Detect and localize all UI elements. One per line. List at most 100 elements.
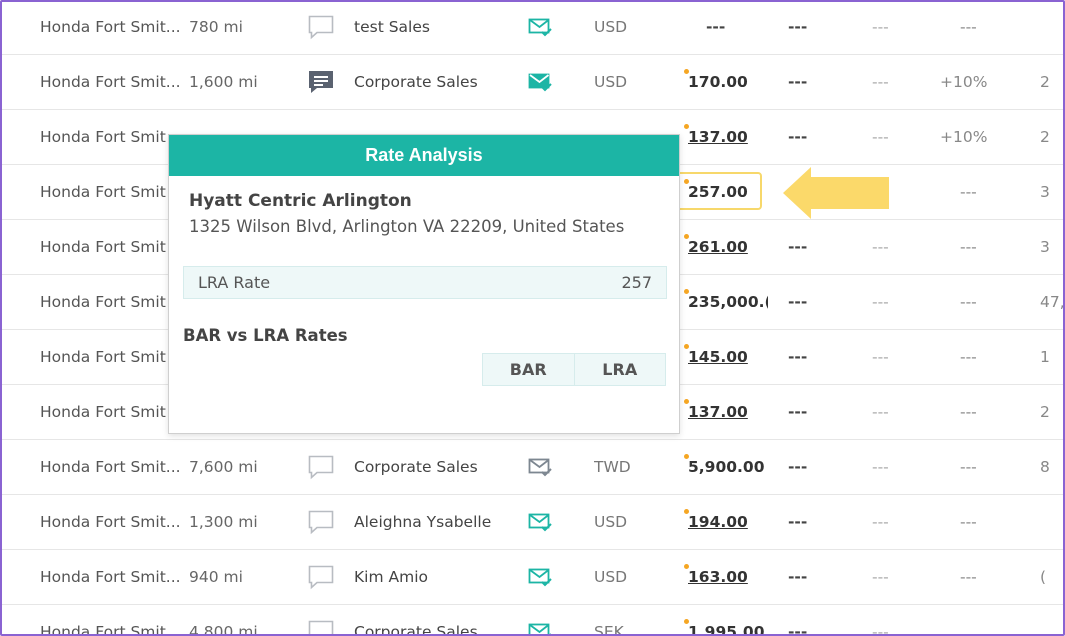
diff-cell-3: --- — [960, 183, 977, 201]
diff-cell-2: --- — [872, 18, 889, 36]
hotel-name-cell: Honda Fort Smit... — [40, 623, 181, 636]
hotel-name: Hyatt Centric Arlington — [189, 191, 412, 211]
overflow-cell: 2 — [1040, 403, 1050, 421]
chat-icon[interactable] — [307, 0, 337, 54]
contact-cell[interactable]: Corporate Sales — [354, 458, 478, 476]
rate-value[interactable]: 137.00 — [688, 403, 748, 421]
rate-value: 170.00 — [688, 73, 748, 91]
bar-lra-table-header: BAR LRA — [482, 353, 666, 386]
rate-value: 1,995.00 — [688, 623, 765, 636]
overflow-cell: 8 — [1040, 458, 1050, 476]
diff-cell-1: --- — [788, 458, 808, 476]
overflow-cell — [1040, 495, 1065, 549]
table-row[interactable]: Honda Fort Smit... 4,800 mi Corporate Sale… — [0, 605, 1065, 636]
chat-icon[interactable] — [307, 550, 337, 604]
diff-cell-3: --- — [960, 348, 977, 366]
diff-cell-2: --- — [872, 348, 889, 366]
hotel-name-cell: Honda Fort Smit — [40, 403, 166, 421]
mail-icon[interactable] — [528, 440, 554, 494]
currency-cell: TWD — [594, 458, 631, 476]
contact-cell[interactable]: Kim Amio — [354, 568, 428, 586]
rate-value[interactable]: 261.00 — [688, 238, 748, 256]
chat-icon[interactable] — [307, 55, 337, 109]
distance-cell: 780 mi — [189, 18, 243, 36]
diff-cell-2: --- — [872, 128, 889, 146]
diff-cell-1: --- — [788, 403, 808, 421]
rate-cell[interactable]: 261.00 — [688, 220, 768, 274]
mail-icon[interactable] — [528, 550, 554, 604]
mail-icon[interactable] — [528, 0, 554, 54]
overflow-cell: 47, — [1040, 293, 1065, 311]
contact-cell[interactable]: test Sales — [354, 18, 430, 36]
chat-icon[interactable] — [307, 495, 337, 549]
currency-cell: USD — [594, 513, 628, 531]
hotel-name-cell: Honda Fort Smit — [40, 238, 166, 256]
diff-cell-2: --- — [872, 403, 889, 421]
diff-cell-1: --- — [788, 128, 808, 146]
rate-cell: 5,900.00 — [688, 440, 768, 494]
diff-cell-2: --- — [872, 73, 889, 91]
diff-cell-1: --- — [788, 293, 808, 311]
rate-value: 5,900.00 — [688, 458, 765, 476]
hotel-name-cell: Honda Fort Smit... — [40, 568, 181, 586]
rate-cell[interactable]: 145.00 — [688, 330, 768, 384]
rate-value[interactable]: 137.00 — [688, 128, 748, 146]
rate-value[interactable]: 194.00 — [688, 513, 748, 531]
distance-cell: 7,600 mi — [189, 458, 258, 476]
rate-status-dot — [684, 564, 689, 569]
chat-icon[interactable] — [307, 440, 337, 494]
diff-cell-3: --- — [960, 18, 977, 36]
highlighted-rate-box — [672, 172, 762, 210]
rate-value[interactable]: 145.00 — [688, 348, 748, 366]
rate-cell[interactable]: 163.00 — [688, 550, 768, 604]
diff-cell-1: --- — [788, 18, 808, 36]
mail-icon[interactable] — [528, 495, 554, 549]
table-row[interactable]: Honda Fort Smit... 1,600 mi Corporate Sale… — [0, 55, 1065, 110]
chat-icon[interactable] — [307, 605, 337, 636]
table-row[interactable]: Honda Fort Smit... 780 mi test Sales USD ---… — [0, 0, 1065, 55]
contact-cell[interactable]: Corporate Sales — [354, 623, 478, 636]
diff-cell-1: --- — [788, 348, 808, 366]
lra-rate-row: LRA Rate 257 — [183, 266, 667, 299]
table-row[interactable]: Honda Fort Smit 137.00 --- --- --- 2 — [0, 385, 1065, 440]
overflow-cell: 1 — [1040, 348, 1050, 366]
mail-icon[interactable] — [528, 55, 554, 109]
hotel-name-cell: Honda Fort Smit — [40, 348, 166, 366]
rate-status-dot — [684, 69, 689, 74]
contact-cell[interactable]: Aleighna Ysabelle — [354, 513, 492, 531]
hotel-name-cell: Honda Fort Smit... — [40, 458, 181, 476]
overflow-cell: 2 — [1040, 128, 1050, 146]
diff-cell-2: --- — [872, 238, 889, 256]
rate-value[interactable]: 163.00 — [688, 568, 748, 586]
bar-column-header: BAR — [509, 360, 547, 379]
rate-value: 257.00 — [688, 183, 748, 201]
diff-cell-3: --- — [960, 568, 977, 586]
table-row[interactable]: Honda Fort Smit... 1,300 mi Aleighna Ysabe… — [0, 495, 1065, 550]
table-row[interactable]: Honda Fort Smit... 7,600 mi Corporate Sale… — [0, 440, 1065, 495]
popup-title: Rate Analysis — [169, 135, 679, 176]
rate-status-dot — [684, 344, 689, 349]
contact-cell[interactable]: Corporate Sales — [354, 73, 478, 91]
diff-cell-2: --- — [872, 623, 889, 636]
rate-cell[interactable]: 194.00 — [688, 495, 768, 549]
rate-status-dot — [684, 509, 689, 514]
diff-cell-3: +10% — [940, 73, 988, 91]
mail-icon[interactable] — [528, 605, 554, 636]
rate-cell[interactable]: 137.00 — [688, 110, 768, 164]
overflow-cell: 3 — [1040, 183, 1050, 201]
rate-cell: 1,995.00 — [688, 605, 768, 636]
lra-rate-value: 257 — [621, 273, 652, 292]
table-row[interactable]: Honda Fort Smit... 940 mi Kim Amio USD 163.0… — [0, 550, 1065, 605]
diff-cell-2: --- — [872, 293, 889, 311]
diff-cell-1: --- — [788, 513, 808, 531]
diff-cell-3: --- — [960, 293, 977, 311]
rate-status-dot — [684, 124, 689, 129]
rate-analysis-popup: Rate Analysis Hyatt Centric Arlington 13… — [168, 134, 680, 434]
rate-cell: 257.00 — [688, 165, 768, 219]
rate-cell[interactable]: 137.00 — [688, 385, 768, 439]
overflow-cell: 3 — [1040, 238, 1050, 256]
diff-cell-3: --- — [960, 238, 977, 256]
diff-cell-1: --- — [788, 238, 808, 256]
overflow-cell — [1040, 0, 1065, 54]
currency-cell: SEK — [594, 623, 624, 636]
